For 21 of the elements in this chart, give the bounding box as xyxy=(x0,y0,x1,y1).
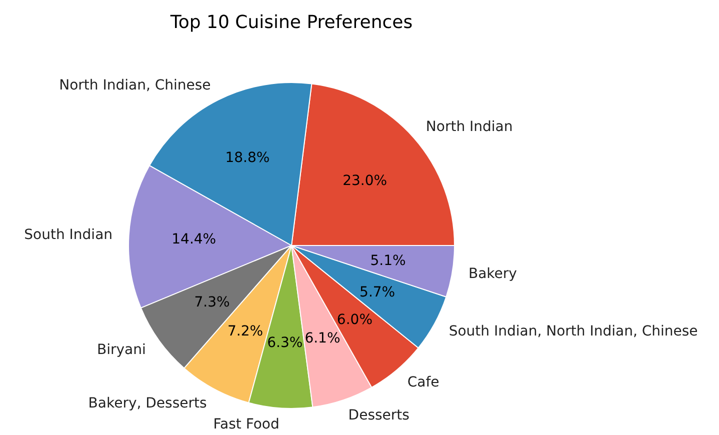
data-label: 6.0% xyxy=(336,312,373,328)
data-label: 5.1% xyxy=(370,253,406,270)
data-label: 7.3% xyxy=(194,294,230,311)
data-label: 18.8% xyxy=(225,150,270,166)
data-label: 7.2% xyxy=(228,324,264,340)
slice-label: Bakery xyxy=(468,266,517,282)
data-label: 6.1% xyxy=(304,330,340,346)
slice-label: North Indian, Chinese xyxy=(59,77,211,94)
data-label: 23.0% xyxy=(342,172,388,189)
slice-label: Cafe xyxy=(407,374,440,390)
slice-label: Desserts xyxy=(348,408,410,424)
slice-label: Bakery, Desserts xyxy=(88,396,207,412)
slice-label: Biryani xyxy=(96,342,146,358)
data-label: 6.3% xyxy=(267,335,303,352)
slice-label: North Indian xyxy=(426,118,513,135)
data-label: 14.4% xyxy=(172,232,216,248)
slice-label: Fast Food xyxy=(213,416,280,432)
slice-label: South Indian, North Indian, Chinese xyxy=(448,323,698,340)
chart-title: Top 10 Cuisine Preferences xyxy=(169,12,413,33)
slice-label: South Indian xyxy=(24,226,113,243)
data-label: 5.7% xyxy=(360,284,396,300)
